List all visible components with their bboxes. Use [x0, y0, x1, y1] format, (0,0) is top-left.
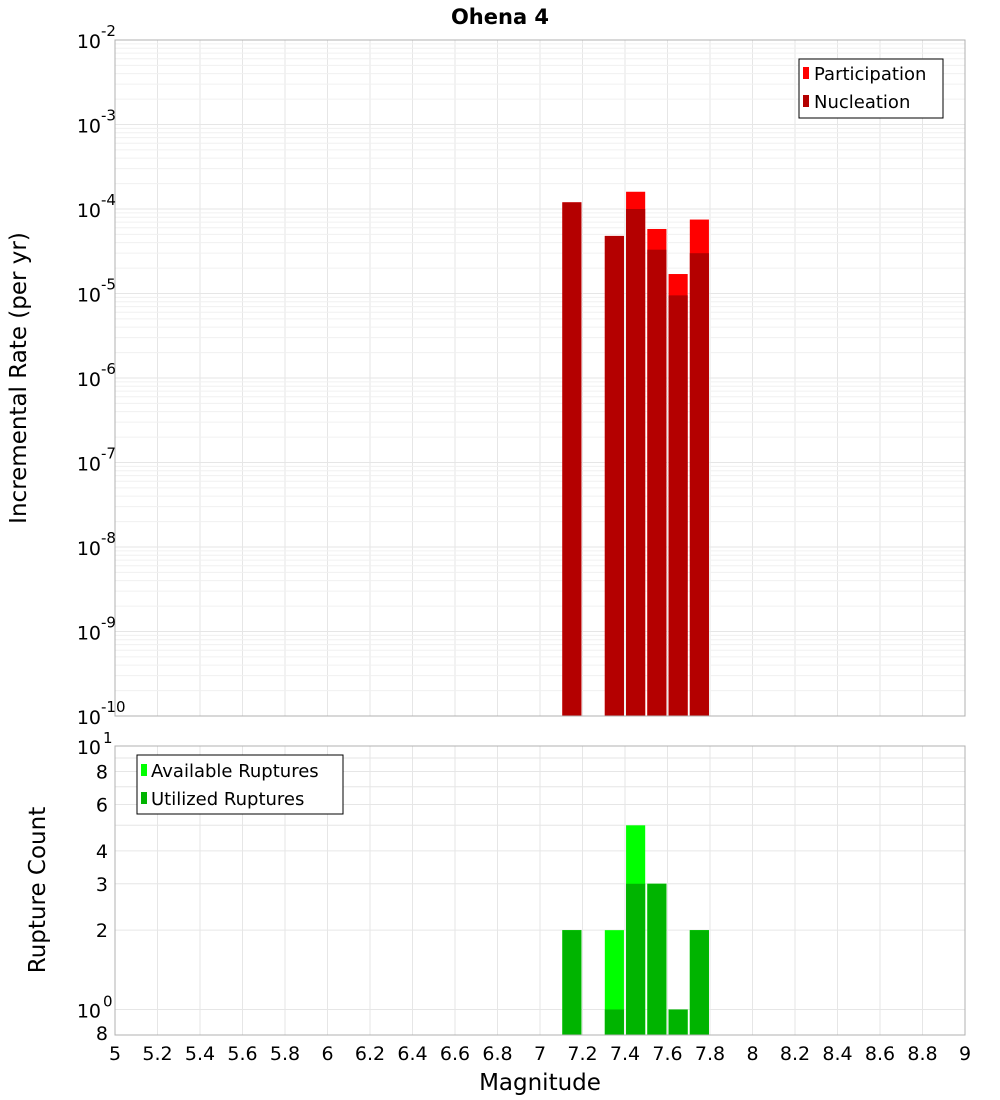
x-tick-label: 5: [109, 1043, 121, 1065]
x-tick-label: 6.8: [482, 1043, 512, 1065]
x-tick-label: 6.6: [440, 1043, 470, 1065]
bottom-y-tick-base: 10: [77, 737, 101, 759]
top-legend-box: [798, 58, 944, 119]
x-tick-label: 7.2: [567, 1043, 597, 1065]
bottom-y-tick-exponent: 1: [103, 729, 113, 747]
nucleation-bar: [626, 209, 646, 716]
bottom-plot-frame: [114, 745, 966, 1036]
x-tick-labels: 5 5.2 5.4 5.6 5.8 6 6.2 6.4 6.6 6.8 7 7.2 7.4 7.6 7.8 8…: [109, 1043, 971, 1065]
nucleation-bar: [668, 295, 688, 716]
utilized-ruptures-bar: [562, 930, 582, 1035]
x-tick-label: 6.2: [355, 1043, 385, 1065]
top-grid: [114, 40, 966, 717]
top-y-tick-base: 10: [77, 538, 101, 560]
bottom-y-tick-label: 6: [96, 794, 108, 816]
bottom-y-tick-label: 3: [96, 874, 108, 896]
x-tick-label: 6: [321, 1043, 333, 1065]
legend-label-available: Available Ruptures: [151, 761, 319, 782]
x-tick-label: 8.6: [865, 1043, 895, 1065]
top-y-tick-base: 10: [77, 31, 101, 53]
utilized-ruptures-bar: [668, 1009, 688, 1035]
x-tick-label: 9: [959, 1043, 971, 1065]
utilized-ruptures-bar: [626, 883, 646, 1035]
top-bars: [562, 191, 709, 717]
bottom-legend-box: [136, 754, 344, 815]
utilized-ruptures-bar: [604, 1009, 624, 1035]
legend-label-participation: Participation: [814, 64, 926, 85]
legend-swatch-available: [141, 764, 147, 776]
available-ruptures-bar: [604, 930, 624, 1035]
top-y-tick-base: 10: [77, 707, 101, 729]
top-y-tick-exponent: -10: [101, 698, 126, 716]
legend-swatch-nucleation: [803, 95, 809, 107]
top-y-tick-exponent: -9: [101, 614, 116, 632]
x-tick-label: 7.8: [695, 1043, 725, 1065]
bottom-legend: Available Ruptures Utilized Ruptures: [136, 754, 344, 815]
x-tick-label: 8: [746, 1043, 758, 1065]
top-y-tick-exponent: -5: [101, 276, 116, 294]
chart-title: Ohena 4: [451, 5, 549, 29]
x-tick-label: 8.2: [780, 1043, 810, 1065]
top-y-tick-exponent: -2: [101, 22, 116, 40]
top-y-tick-exponent: -7: [101, 445, 116, 463]
x-tick-label: 6.4: [397, 1043, 427, 1065]
bottom-y-axis-title: Rupture Count: [25, 807, 51, 973]
x-tick-label: 8.8: [907, 1043, 937, 1065]
legend-swatch-utilized: [141, 792, 147, 804]
legend-label-utilized: Utilized Ruptures: [151, 789, 304, 810]
bottom-y-tick-base: 10: [77, 1000, 101, 1022]
x-tick-label: 8.4: [822, 1043, 852, 1065]
top-y-tick-base: 10: [77, 454, 101, 476]
x-tick-label: 5.6: [227, 1043, 257, 1065]
utilized-ruptures-bar: [689, 930, 709, 1035]
top-legend: Participation Nucleation: [798, 58, 944, 119]
x-tick-label: 7: [534, 1043, 546, 1065]
top-y-tick-exponent: -8: [101, 529, 116, 547]
legend-label-nucleation: Nucleation: [814, 92, 910, 113]
nucleation-bar: [647, 249, 667, 716]
top-plot-frame: [114, 39, 966, 717]
top-y-tick-base: 10: [77, 116, 101, 138]
x-tick-label: 5.2: [142, 1043, 172, 1065]
x-tick-label: 7.4: [610, 1043, 640, 1065]
top-y-tick-base: 10: [77, 623, 101, 645]
nucleation-bar: [562, 202, 582, 716]
bottom-y-tick-label: 8: [96, 1023, 108, 1045]
bottom-y-tick-label: 4: [96, 841, 108, 863]
top-y-tick-base: 10: [77, 200, 101, 222]
x-tick-label: 7.6: [652, 1043, 682, 1065]
bottom-y-tick-exponent: 0: [103, 992, 113, 1010]
x-axis-title: Magnitude: [479, 1070, 601, 1096]
top-y-axis-title: Incremental Rate (per yr): [6, 232, 32, 524]
x-tick-label: 5.4: [185, 1043, 215, 1065]
x-tick-label: 5.8: [270, 1043, 300, 1065]
top-y-tick-exponent: -4: [101, 191, 116, 209]
top-y-tick-exponent: -6: [101, 360, 116, 378]
top-y-tick-base: 10: [77, 369, 101, 391]
bottom-bars: [562, 825, 709, 1035]
top-y-tick-base: 10: [77, 285, 101, 307]
nucleation-bar: [604, 235, 624, 716]
nucleation-bar: [689, 253, 709, 716]
bottom-y-tick-label: 2: [96, 920, 108, 942]
utilized-ruptures-bar: [647, 883, 667, 1035]
top-y-tick-exponent: -3: [101, 107, 116, 125]
bottom-y-tick-label: 8: [96, 762, 108, 784]
legend-swatch-participation: [803, 67, 809, 79]
